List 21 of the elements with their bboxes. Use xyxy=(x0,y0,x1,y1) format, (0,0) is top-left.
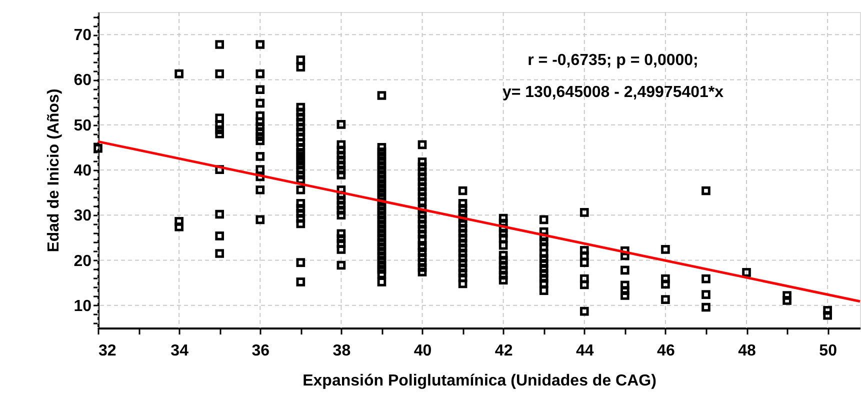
x-axis-title: Expansión Poliglutamínica (Unidades de CAG) xyxy=(302,372,656,390)
x-tick-label: 34 xyxy=(170,342,189,360)
x-tick-label: 32 xyxy=(98,342,116,360)
y-tick-label: 10 xyxy=(74,298,92,315)
y-axis-title: Edad de Inicio (Años) xyxy=(46,88,63,252)
annotation: y= 130,645008 - 2,49975401*x xyxy=(502,84,724,101)
x-tick-label: 40 xyxy=(414,342,432,360)
y-tick-label: 30 xyxy=(74,208,92,225)
y-tick-label: 50 xyxy=(74,117,92,134)
y-tick-label: 60 xyxy=(74,72,92,90)
y-tick-label: 70 xyxy=(74,27,92,44)
y-tick-label: 20 xyxy=(74,252,92,270)
y-tick-label: 40 xyxy=(74,162,92,180)
x-tick-label: 38 xyxy=(332,342,351,360)
x-tick-label: 50 xyxy=(819,342,838,360)
x-tick-label: 42 xyxy=(494,342,513,360)
x-tick-label: 44 xyxy=(576,342,594,360)
x-tick-label: 48 xyxy=(738,342,756,360)
x-tick-label: 36 xyxy=(252,342,270,360)
x-tick-label: 46 xyxy=(657,342,675,360)
annotation: r = -0,6735; p = 0,0000; xyxy=(528,52,698,69)
